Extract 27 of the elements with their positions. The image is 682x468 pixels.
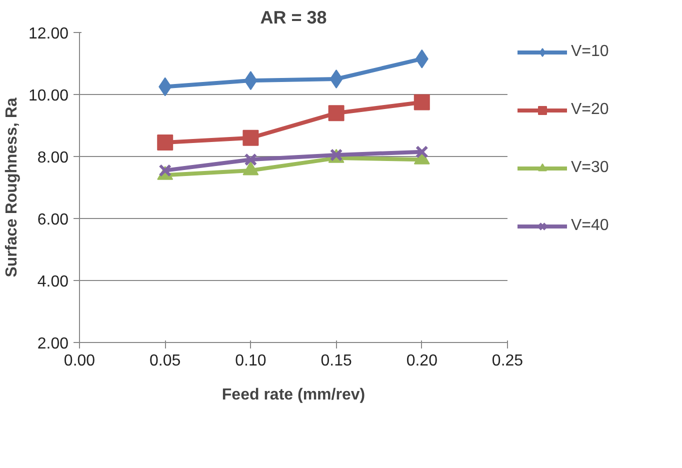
x-tick-label: 0.20 [406, 352, 438, 370]
legend-label: V=40 [571, 217, 609, 235]
x-tick-label: 0.10 [235, 352, 266, 370]
point [157, 134, 174, 151]
y-tick-label: 6.00 [37, 212, 69, 228]
x-tick-label: 0.15 [320, 352, 352, 370]
point [414, 94, 430, 110]
y-tick-label: 8.00 [37, 150, 69, 166]
x-tick-label: 0.00 [64, 352, 96, 370]
point [158, 164, 172, 177]
point [330, 70, 343, 88]
x-tick-label: 0.05 [150, 352, 181, 370]
x-tick-label: 0.25 [492, 352, 524, 370]
point [328, 105, 344, 122]
point [242, 130, 259, 146]
y-axis-title: Surface Roughness, Ra [3, 98, 20, 278]
x-axis-title: Feed rate (mm/rev) [222, 386, 366, 404]
legend-label: V=30 [571, 159, 609, 177]
legend-label: V=10 [571, 43, 609, 61]
chart-title: AR = 38 [260, 8, 327, 28]
y-tick-label: 2.00 [37, 336, 69, 352]
point [415, 145, 428, 158]
y-tick-label: 12.00 [28, 26, 69, 42]
y-tick-label: 10.00 [28, 88, 69, 104]
y-tick-label: 4.00 [37, 274, 69, 290]
point [244, 153, 258, 166]
legend-label: V=20 [571, 101, 609, 119]
